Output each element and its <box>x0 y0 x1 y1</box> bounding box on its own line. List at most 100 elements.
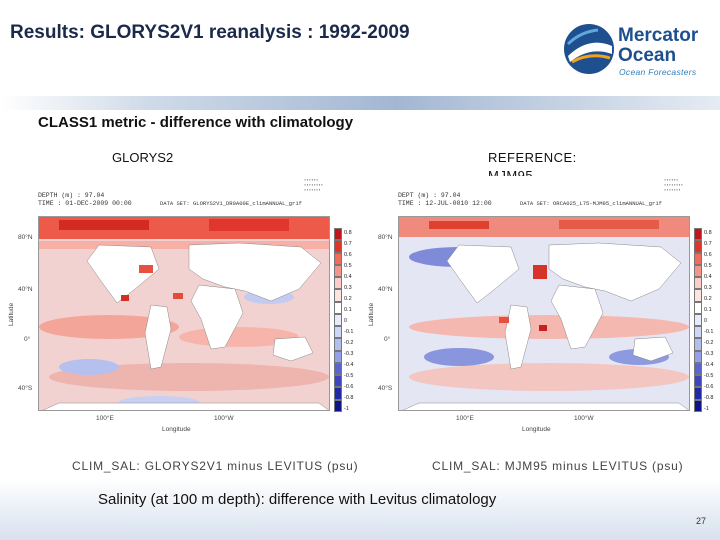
colorbar-swatch <box>694 362 702 375</box>
colorbar-tick: 0.6 <box>704 252 712 258</box>
colorbar <box>334 228 342 412</box>
colorbar-tick: -1 <box>344 406 349 412</box>
ferret-stamp: ▪▪▪▪▪▪ ▪▪▪▪▪▪▪▪ ▪▪▪▪▪▪▪ <box>664 179 684 193</box>
slide-title: Results: GLORYS2V1 reanalysis : 1992-200… <box>10 22 410 43</box>
logo-tagline: Ocean Forecasters <box>619 67 697 77</box>
colorbar-swatch <box>334 313 342 326</box>
colorbar-swatch <box>334 399 342 412</box>
colorbar-tick: -0.1 <box>344 329 354 335</box>
colorbar-swatch <box>694 375 702 388</box>
globe-icon <box>564 24 614 74</box>
colorbar-swatch <box>334 350 342 363</box>
colorbar-swatch <box>694 350 702 363</box>
colorbar-tick: -0.2 <box>344 340 354 346</box>
colorbar-swatch <box>334 362 342 375</box>
panel-depth-label: DEPTH (m) : 97.04 <box>38 192 105 199</box>
colorbar-swatch <box>694 313 702 326</box>
colorbar-tick: 0.5 <box>704 263 712 269</box>
colorbar-tick: 0 <box>344 318 348 324</box>
x-axis-label: Longitude <box>162 426 191 433</box>
panel-dataset-label: DATA SET: ORCA025_L75-MJM95_climANNUAL_g… <box>520 200 662 207</box>
colorbar-tick: 0.4 <box>344 274 352 280</box>
colorbar-tick: -0.4 <box>704 362 714 368</box>
colorbar-tick: 0.3 <box>704 285 712 291</box>
colorbar-swatch <box>334 264 342 277</box>
logo-word-mercator: Mercator <box>618 25 699 46</box>
colorbar-swatch <box>334 277 342 290</box>
colorbar-tick: 0.6 <box>344 252 352 258</box>
colorbar-tick: -0.3 <box>704 351 714 357</box>
colorbar-tick: -1 <box>704 406 709 412</box>
colorbar-tick: 0.2 <box>344 296 352 302</box>
colorbar-swatch <box>694 387 702 400</box>
x-axis-label: Longitude <box>522 426 551 433</box>
slide-subtitle: CLASS1 metric - difference with climatol… <box>38 114 354 131</box>
colorbar-tick: -0.6 <box>704 384 714 390</box>
colorbar-swatch <box>334 289 342 302</box>
colorbar-swatch <box>694 277 702 290</box>
colorbar <box>694 228 702 412</box>
lon-tick: 100°E <box>96 415 114 422</box>
lat-tick: 40°S <box>18 385 33 392</box>
colorbar-tick: 0.1 <box>344 307 352 313</box>
panel-dataset-label: DATA SET: GLORYS2V1_DR0A00E_climANNUAL_g… <box>160 200 302 207</box>
y-axis-label: Latitude <box>368 302 375 326</box>
lon-tick: 100°W <box>574 415 594 422</box>
colorbar-tick: 0 <box>704 318 708 324</box>
colorbar-swatch <box>334 228 342 241</box>
colorbar-swatch <box>694 252 702 265</box>
panel-caption: CLIM_SAL: MJM95 minus LEVITUS (psu) <box>432 459 684 473</box>
colorbar-swatch <box>694 301 702 314</box>
colorbar-tick: 0.8 <box>704 230 712 236</box>
colorbar-tick: 0.7 <box>344 241 352 247</box>
page-number: 27 <box>695 516 706 526</box>
colorbar-tick: -0.1 <box>704 329 714 335</box>
lat-tick: 80°N <box>378 234 393 241</box>
lon-tick: 100°W <box>214 415 234 422</box>
mercator-ocean-logo: Mercator Ocean Ocean Forecasters <box>560 14 710 84</box>
colorbar-swatch <box>694 326 702 339</box>
colorbar-swatch <box>334 240 342 253</box>
colorbar-tick: 0.7 <box>704 241 712 247</box>
colorbar-tick: 0.4 <box>704 274 712 280</box>
panel-time-label: TIME : 12-JUL-0010 12:00 <box>398 200 492 207</box>
colorbar-tick: 0.1 <box>704 307 712 313</box>
colorbar-tick: -0.2 <box>704 340 714 346</box>
lat-tick: 80°N <box>18 234 33 241</box>
colorbar-swatch <box>694 338 702 351</box>
lat-tick: 40°N <box>18 286 33 293</box>
colorbar-tick: -0.4 <box>344 362 354 368</box>
colorbar-swatch <box>694 399 702 412</box>
colorbar-tick: -0.5 <box>344 373 354 379</box>
title-divider <box>0 96 720 110</box>
lat-tick: 40°N <box>378 286 393 293</box>
colorbar-swatch <box>334 326 342 339</box>
colorbar-tick: -0.8 <box>344 395 354 401</box>
ferret-stamp: ▪▪▪▪▪▪ ▪▪▪▪▪▪▪▪ ▪▪▪▪▪▪▪ <box>304 179 324 193</box>
salinity-difference-map <box>398 216 690 411</box>
map-panel-glorys2: DEPTH (m) : 97.04 TIME : 01-DEC-2009 00:… <box>2 176 358 478</box>
colorbar-tick: 0.5 <box>344 263 352 269</box>
colorbar-tick: -0.3 <box>344 351 354 357</box>
map-panel-reference: DEPT (m) : 97.04 TIME : 12-JUL-0010 12:0… <box>362 176 718 478</box>
colorbar-swatch <box>694 228 702 241</box>
colorbar-tick: -0.6 <box>344 384 354 390</box>
colorbar-swatch <box>694 240 702 253</box>
colorbar-tick: 0.8 <box>344 230 352 236</box>
lat-tick: 0° <box>24 336 31 343</box>
salinity-difference-map <box>38 216 330 411</box>
colorbar-swatch <box>334 338 342 351</box>
colorbar-swatch <box>334 387 342 400</box>
panel-time-label: TIME : 01-DEC-2009 00:00 <box>38 200 132 207</box>
y-axis-label: Latitude <box>8 302 15 326</box>
colorbar-tick: 0.2 <box>704 296 712 302</box>
colorbar-swatch <box>694 289 702 302</box>
colorbar-tick: 0.3 <box>344 285 352 291</box>
panel-depth-label: DEPT (m) : 97.04 <box>398 192 461 199</box>
footer-band <box>0 478 720 540</box>
colorbar-swatch <box>334 375 342 388</box>
colorbar-swatch <box>334 301 342 314</box>
lon-tick: 100°E <box>456 415 474 422</box>
lat-tick: 40°S <box>378 385 393 392</box>
panel-label-glorys2: GLORYS2 <box>112 150 174 165</box>
